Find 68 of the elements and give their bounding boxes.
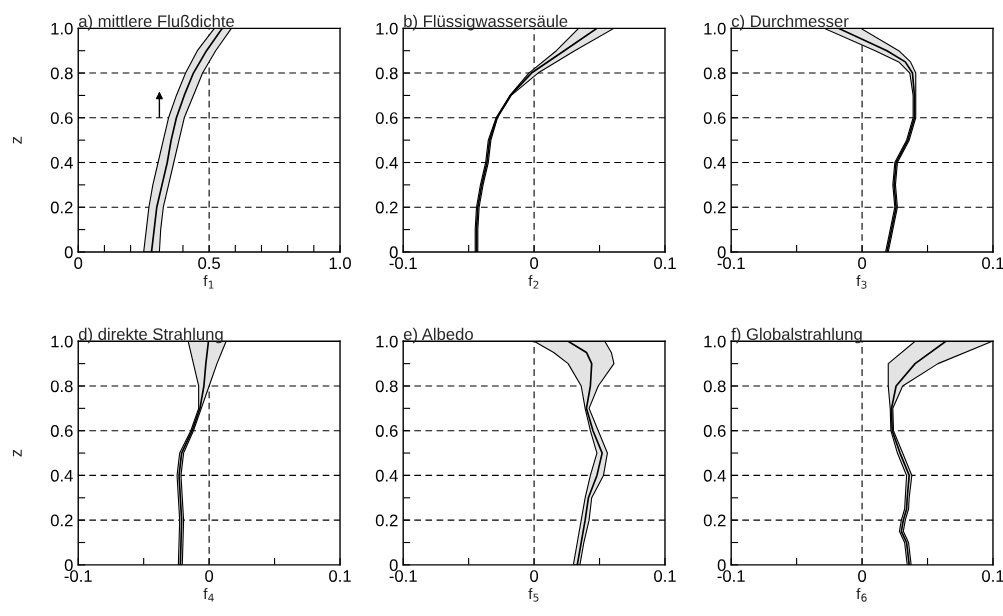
y-axis-title: z [12, 136, 22, 144]
y-tick-label: 0.8 [375, 380, 398, 393]
x-axis-title: f$_{1}$ [203, 275, 214, 289]
y-tick-label: 0.2 [375, 514, 398, 527]
y-tick-label: 0.8 [703, 380, 726, 393]
y-tick-label: 1.0 [704, 335, 726, 348]
y-tick-label: 0.6 [50, 425, 73, 437]
y-tick-label: 0.2 [375, 201, 398, 214]
y-tick-label: 0.4 [50, 469, 73, 482]
y-axis-title: z [12, 449, 22, 457]
y-tick-label: 0 [389, 246, 398, 259]
y-tick-label: 0.2 [50, 514, 73, 527]
x-tick-label: 0.1 [654, 257, 676, 270]
x-tick-label: 0 [858, 570, 867, 582]
chart-title: d) direkte Strahlung [78, 327, 223, 344]
y-tick-label: 0.4 [703, 469, 726, 482]
x-tick-label: 0 [530, 570, 539, 582]
y-tick-label: 0.4 [375, 469, 398, 482]
x-tick-label: -0.1 [389, 257, 417, 270]
x-tick-label: -0.1 [717, 570, 745, 582]
x-tick-label: 0.5 [198, 257, 221, 270]
y-tick-label: 0 [389, 559, 398, 572]
x-tick-label: 0 [858, 257, 867, 270]
y-tick-label: 0.6 [703, 112, 726, 124]
y-tick-label: 0 [64, 559, 73, 572]
x-tick-label: 0.1 [329, 570, 351, 582]
x-axis-title: f$_{6}$ [856, 587, 867, 602]
y-tick-label: 0.2 [703, 514, 726, 527]
x-tick-label: 0.1 [654, 570, 676, 582]
x-tick-label: -0.1 [717, 257, 745, 270]
y-tick-label: 0.6 [375, 425, 398, 437]
chart-title: a) mittlere Flußdichte [78, 14, 235, 31]
chart-title: f) Globalstrahlung [731, 327, 862, 344]
y-tick-label: 0.8 [375, 67, 398, 80]
y-tick-label: 0 [717, 246, 726, 259]
y-tick-label: 1.0 [376, 22, 398, 35]
x-axis-title: f$_{4}$ [203, 587, 214, 602]
y-tick-label: 1.0 [51, 335, 73, 348]
y-tick-label: 0.2 [703, 201, 726, 214]
y-tick-label: 0.8 [703, 67, 726, 80]
x-axis-title: f$_{5}$ [528, 587, 539, 602]
y-tick-label: 1.0 [704, 22, 726, 35]
y-tick-label: 1.0 [51, 22, 73, 35]
y-tick-label: 0 [717, 559, 726, 572]
y-tick-label: 1.0 [376, 335, 398, 348]
x-tick-label: -0.1 [389, 570, 417, 582]
y-tick-label: 0.4 [50, 156, 73, 169]
y-tick-label: 0.8 [50, 67, 73, 80]
x-tick-label: 0.1 [982, 257, 1003, 270]
chart-title: c) Durchmesser [731, 14, 849, 31]
y-tick-label: 0 [64, 246, 73, 259]
x-tick-label: 1.0 [329, 257, 351, 270]
y-tick-label: 0.6 [375, 112, 398, 124]
y-tick-label: 0.2 [50, 201, 73, 214]
x-axis-title: f$_{2}$ [528, 275, 539, 289]
y-tick-label: 0.6 [50, 112, 73, 124]
chart-title: b) Flüssigwassersäule [404, 14, 568, 31]
x-axis-title: f$_{3}$ [856, 275, 867, 289]
y-tick-label: 0.6 [703, 425, 726, 437]
x-tick-label: -0.1 [64, 570, 92, 582]
x-tick-label: 0 [74, 257, 83, 270]
x-tick-label: 0 [530, 257, 539, 270]
y-tick-label: 0.4 [375, 156, 398, 169]
y-tick-label: 0.4 [703, 156, 726, 169]
y-tick-label: 0.8 [50, 380, 73, 393]
x-tick-label: 0.1 [982, 570, 1003, 582]
chart-title: e) Albedo [403, 327, 473, 344]
x-tick-label: 0 [205, 570, 214, 582]
